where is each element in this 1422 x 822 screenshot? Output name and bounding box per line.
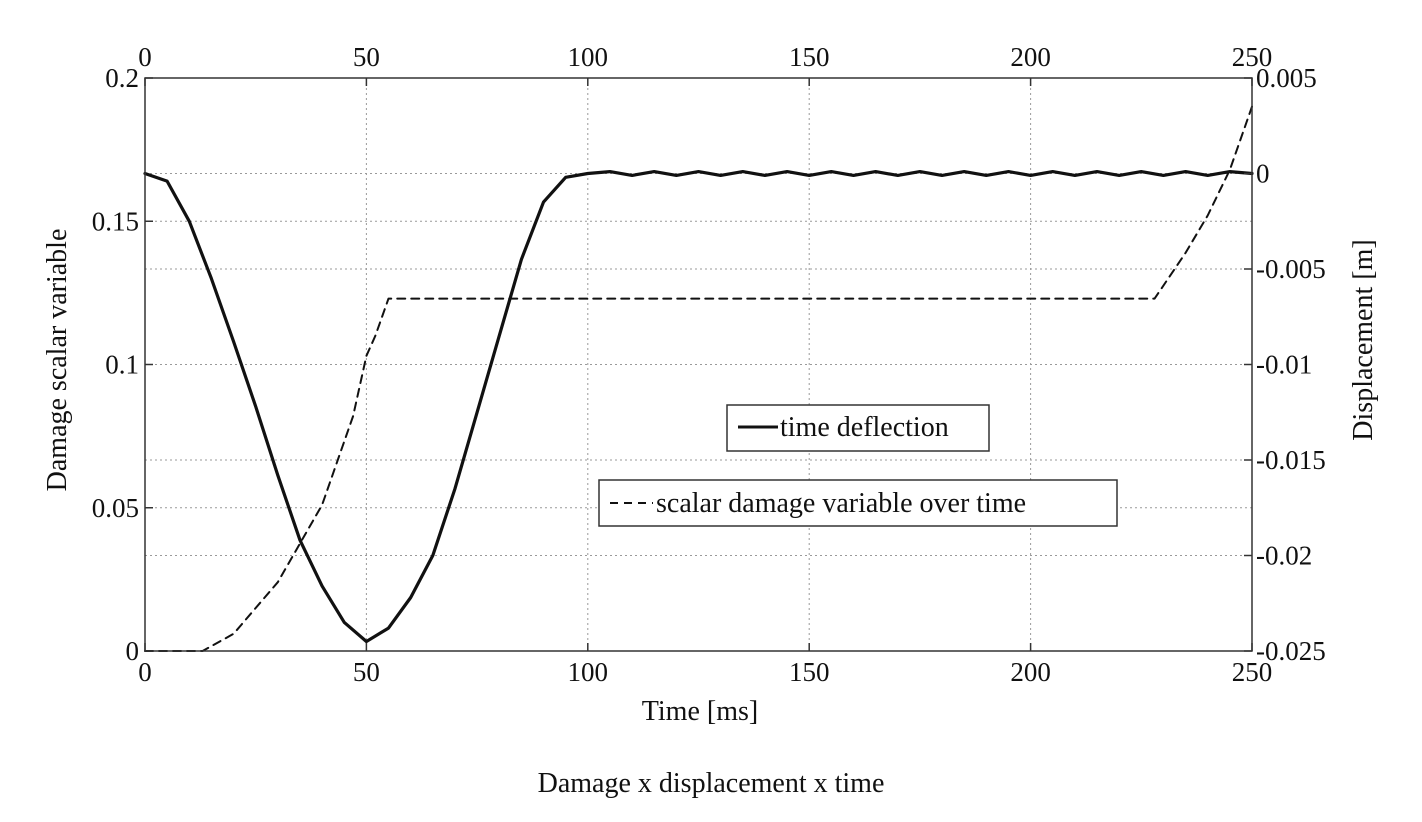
y2-tick-label: -0.02 [1256, 541, 1312, 571]
y-tick-label: 0.15 [92, 206, 139, 236]
legend-scalar-damage: scalar damage variable over time [598, 479, 1118, 527]
y-tick-label: 0 [126, 636, 140, 666]
y-tick-label: 0.2 [105, 63, 139, 93]
x-tick-label-top: 100 [568, 42, 609, 72]
y2-tick-label: 0.005 [1256, 63, 1317, 93]
y2-tick-label: -0.01 [1256, 350, 1312, 380]
x-tick-label: 250 [1232, 657, 1273, 687]
x-axis-label: Time [ms] [642, 696, 758, 727]
x-tick-label: 0 [138, 657, 152, 687]
legend-label: time deflection [780, 412, 949, 443]
x-tick-label-top: 50 [353, 42, 380, 72]
y2-tick-label: -0.025 [1256, 636, 1326, 666]
x-tick-label: 100 [568, 657, 609, 687]
series-line-scalar-damage [144, 105, 1253, 652]
axis-ticks: 00505010010015015020020025025000.050.10.… [92, 42, 1326, 687]
x-tick-label-top: 150 [789, 42, 830, 72]
y2-tick-label: -0.005 [1256, 254, 1326, 284]
x-tick-label-top: 200 [1010, 42, 1051, 72]
series-line-time-deflection [143, 170, 1254, 644]
y2-tick-label: 0 [1256, 159, 1270, 189]
y-tick-label: 0.1 [105, 350, 139, 380]
legend-label: scalar damage variable over time [656, 488, 1026, 519]
series-lines [143, 105, 1254, 652]
legend-box [598, 479, 1118, 527]
legend-time-deflection: time deflection [726, 404, 990, 452]
y2-tick-label: -0.015 [1256, 445, 1326, 475]
figure-caption: Damage x displacement x time [538, 768, 885, 799]
x-tick-label: 200 [1010, 657, 1051, 687]
y-axis-label-left: Damage scalar variable [42, 229, 73, 492]
x-tick-label: 150 [789, 657, 830, 687]
y-axis-label-right: Displacement [m] [1348, 239, 1379, 440]
x-tick-label-top: 0 [138, 42, 152, 72]
x-tick-label-top: 250 [1232, 42, 1273, 72]
y-tick-label: 0.05 [92, 493, 139, 523]
x-tick-label: 50 [353, 657, 380, 687]
